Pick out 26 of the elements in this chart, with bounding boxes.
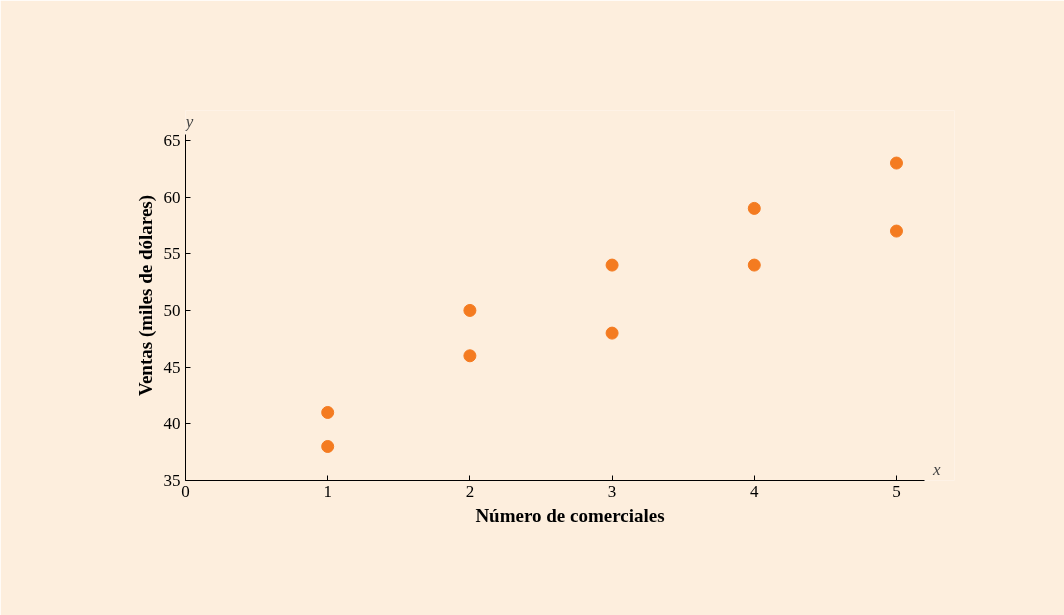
point <box>321 405 335 419</box>
y-tick-label: 45 <box>163 357 181 377</box>
point <box>321 440 335 453</box>
x-axis-title: Número de comerciales <box>475 504 665 526</box>
point <box>605 258 619 272</box>
point <box>463 349 477 363</box>
point <box>889 156 903 170</box>
x-tick-label: 3 <box>607 481 617 501</box>
x-tick-label: 5 <box>892 481 901 501</box>
x-tick-label: 2 <box>465 481 475 501</box>
point <box>747 258 761 272</box>
y-tick-label: 35 <box>163 471 181 490</box>
y-tick-label: 40 <box>163 414 181 434</box>
x-tick-label: 4 <box>750 481 760 501</box>
y-tick-label: 55 <box>163 244 181 264</box>
y-tick-label: 65 <box>163 130 181 150</box>
point <box>605 326 619 340</box>
point <box>463 303 477 317</box>
point <box>889 224 903 238</box>
y-tick-label: 50 <box>163 300 181 320</box>
x-tick-label: 0 <box>181 481 190 501</box>
x-tick-label: 1 <box>323 481 332 501</box>
point <box>747 201 761 215</box>
y-tick-label: 60 <box>163 187 181 207</box>
y-axis-title: Ventas (miles de dólares) <box>134 194 157 397</box>
text: x <box>931 459 941 479</box>
